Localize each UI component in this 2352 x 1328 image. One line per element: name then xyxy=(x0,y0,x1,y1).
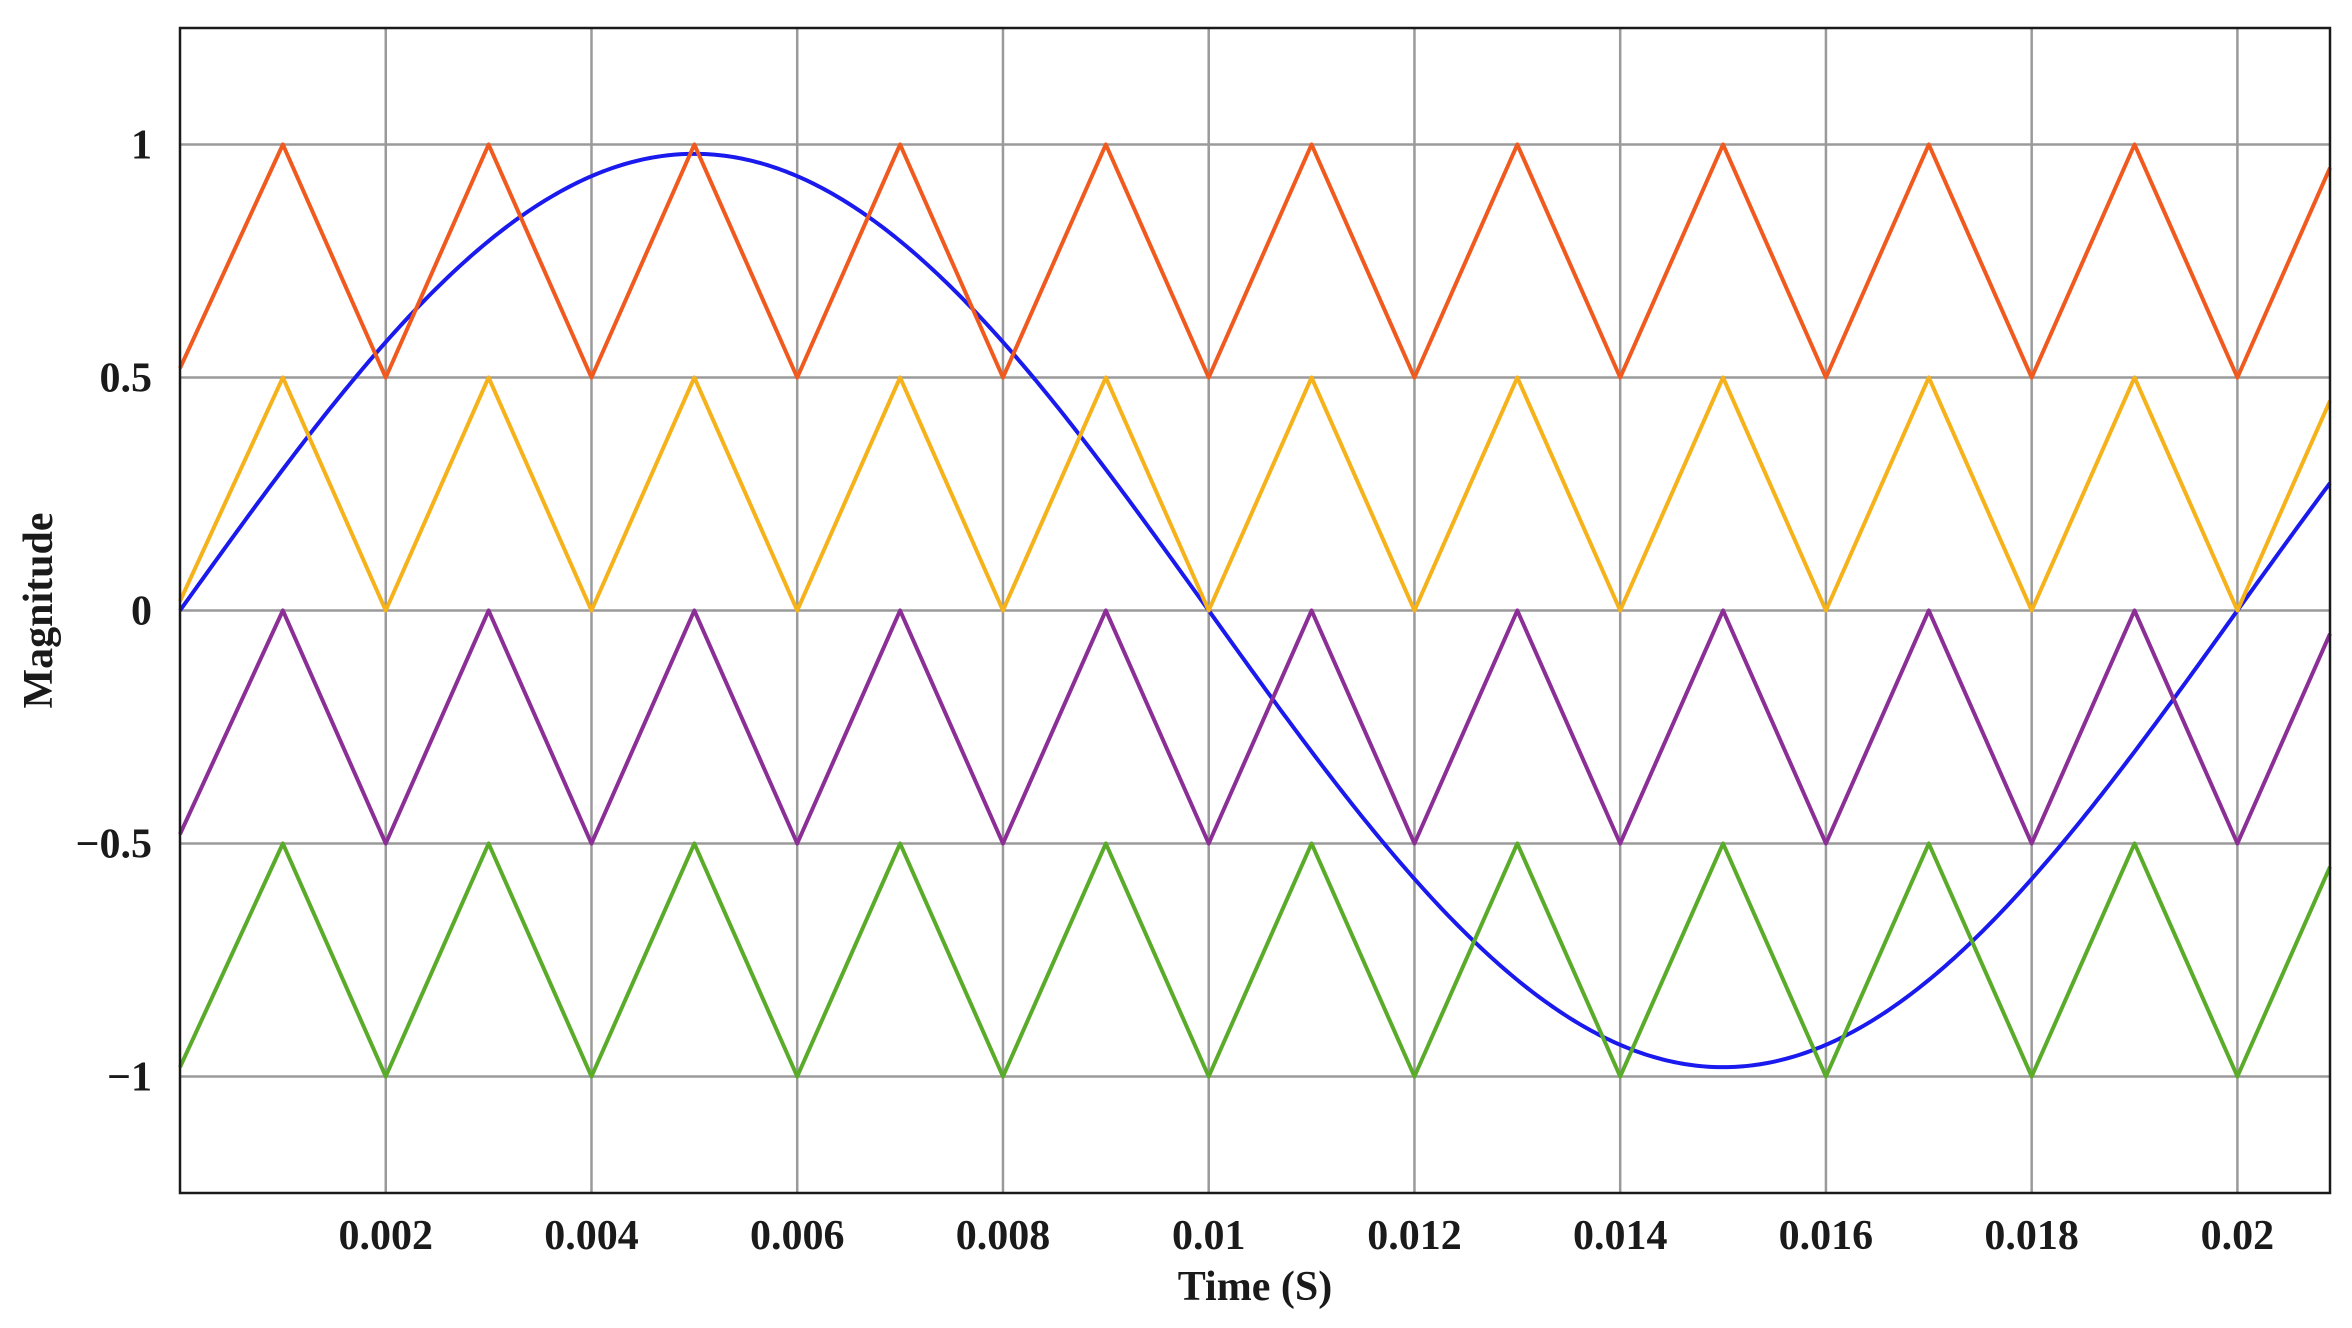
triangle-carrier-line-3 xyxy=(178,608,2332,846)
series-layer xyxy=(178,142,2332,1079)
plot-frame xyxy=(178,26,2332,1195)
y-axis-label: Magnitude xyxy=(16,512,62,708)
x-tick-label-1: 0.004 xyxy=(544,1213,639,1259)
y-tick-label-4: −1 xyxy=(107,1055,152,1101)
x-tick-label-5: 0.012 xyxy=(1367,1213,1462,1259)
x-tick-label-8: 0.018 xyxy=(1984,1213,2079,1259)
x-tick-label-4: 0.01 xyxy=(1172,1213,1246,1259)
y-tick-labels: 1 0.5 0 −0.5 −1 xyxy=(76,123,152,1101)
y-tick-label-0: 1 xyxy=(131,123,152,169)
x-tick-label-6: 0.014 xyxy=(1573,1213,1668,1259)
x-tick-label-9: 0.02 xyxy=(2201,1213,2275,1259)
triangle-carrier-line-4 xyxy=(178,841,2332,1079)
x-tick-label-7: 0.016 xyxy=(1779,1213,1874,1259)
y-tick-label-1: 0.5 xyxy=(100,356,153,402)
y-tick-label-3: −0.5 xyxy=(76,822,152,868)
x-tick-label-2: 0.006 xyxy=(750,1213,845,1259)
triangle-carrier-line-1 xyxy=(178,142,2332,380)
x-axis-label: Time (S) xyxy=(1178,1264,1332,1310)
x-tick-label-3: 0.008 xyxy=(956,1213,1051,1259)
x-tick-labels: 0.002 0.004 0.006 0.008 0.01 0.012 0.014 0.016 0… xyxy=(338,1213,2274,1259)
x-tick-label-0: 0.002 xyxy=(338,1213,433,1259)
triangle-carrier-line-2 xyxy=(178,375,2332,613)
y-tick-label-2: 0 xyxy=(131,589,152,635)
